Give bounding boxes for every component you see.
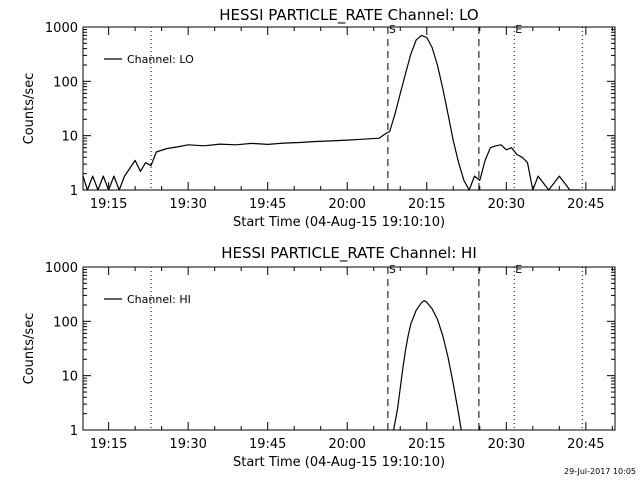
series-line [82, 34, 581, 191]
y-axis-label: Counts/sec [22, 313, 37, 385]
plot-frame [82, 266, 616, 431]
chart-title: HESSI PARTICLE_RATE Channel: LO [219, 6, 478, 25]
x-tick-label: 19:45 [249, 437, 286, 452]
chart-title: HESSI PARTICLE_RATE Channel: HI [221, 244, 477, 263]
legend-label: Channel: LO [127, 53, 194, 66]
x-tick-label: 20:30 [488, 437, 525, 452]
chart-panel-2: HESSI PARTICLE_RATE Channel: HI 1 10 100 100… [22, 244, 616, 470]
y-tick-label: 10 [61, 370, 78, 385]
marker-label: S [389, 23, 396, 36]
y-tick-label: 10 [61, 130, 78, 145]
y-tick-label: 1000 [45, 261, 78, 276]
y-axis-label: Counts/sec [22, 73, 37, 145]
marker-label: E [515, 23, 522, 36]
legend-label: Channel: HI [127, 293, 191, 306]
y-tick-label: 1000 [45, 21, 78, 36]
x-tick-label: 20:45 [567, 437, 604, 452]
x-tick-label: 19:15 [90, 437, 127, 452]
chart-panel-1: HESSI PARTICLE_RATE Channel: LO 1 10 100 100… [22, 6, 616, 230]
y-tick-label: 100 [53, 75, 78, 90]
footer-timestamp: 29-Jul-2017 10:05 [564, 467, 636, 476]
marker-label: S [389, 263, 396, 276]
x-tick-label: 20:30 [488, 197, 525, 212]
y-tick-label: 1 [70, 424, 78, 439]
x-axis-label: Start Time (04-Aug-15 19:10:10) [233, 455, 445, 470]
series-line [393, 300, 462, 431]
x-tick-label: 20:00 [328, 437, 365, 452]
x-tick-label: 20:00 [328, 197, 365, 212]
y-tick-label: 100 [53, 315, 78, 330]
x-tick-label: 19:15 [90, 197, 127, 212]
x-tick-label: 19:30 [169, 437, 206, 452]
x-tick-label: 20:45 [567, 197, 604, 212]
x-axis-label: Start Time (04-Aug-15 19:10:10) [233, 215, 445, 230]
y-tick-label: 1 [70, 184, 78, 199]
x-tick-label: 20:15 [408, 437, 445, 452]
x-tick-label: 19:30 [169, 197, 206, 212]
plot-frame [82, 26, 616, 191]
marker-label: E [515, 263, 522, 276]
x-tick-label: 19:45 [249, 197, 286, 212]
x-tick-label: 20:15 [408, 197, 445, 212]
